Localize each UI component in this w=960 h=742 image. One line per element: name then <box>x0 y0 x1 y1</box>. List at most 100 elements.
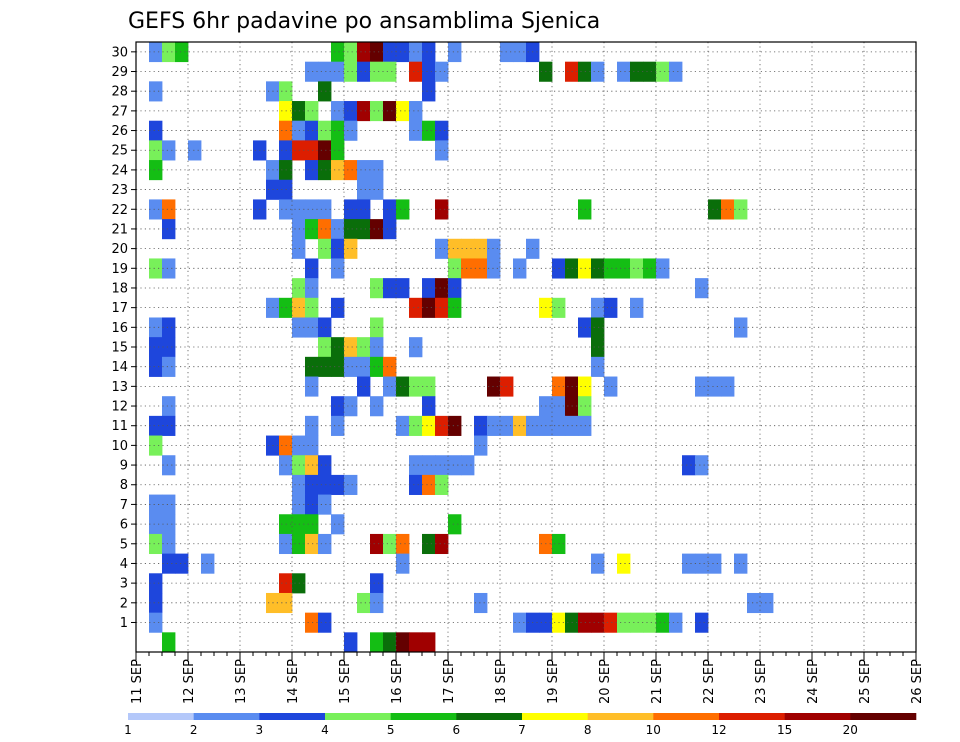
precip-cell <box>409 61 423 82</box>
precip-cell <box>149 81 163 102</box>
precip-cell <box>149 533 163 555</box>
precip-cell <box>344 219 358 240</box>
precip-cell <box>344 42 358 63</box>
precip-cell <box>448 297 462 318</box>
precip-cell <box>305 160 319 181</box>
precip-cell <box>318 120 332 141</box>
y-tick-label: 5 <box>120 537 128 552</box>
precip-cell <box>331 514 345 535</box>
precip-cell <box>630 297 644 318</box>
precip-cell <box>591 337 605 358</box>
x-tick-label: 12 SEP <box>182 659 197 704</box>
precip-cell <box>305 199 319 220</box>
precip-cell <box>149 317 163 338</box>
precip-cell <box>357 101 371 122</box>
precip-cell <box>435 533 449 555</box>
precip-cell <box>331 61 345 82</box>
precip-cell <box>591 317 605 338</box>
precip-cell <box>604 376 618 397</box>
precip-cell <box>695 612 709 633</box>
precip-cell <box>721 376 735 397</box>
precip-cell <box>461 238 475 259</box>
precip-cell <box>370 533 384 555</box>
grid-lines <box>136 42 916 652</box>
y-tick-label: 8 <box>120 478 128 493</box>
precip-cell <box>149 592 163 614</box>
x-tick-label: 16 SEP <box>390 659 405 704</box>
precip-cell <box>149 612 163 633</box>
y-tick-label: 22 <box>111 203 128 218</box>
precip-cell <box>292 199 306 220</box>
precip-cell <box>409 297 423 318</box>
precip-cell <box>383 533 397 555</box>
precip-cell <box>305 317 319 338</box>
precip-cell <box>370 396 384 417</box>
precip-cell <box>331 219 345 240</box>
precip-cell <box>578 258 592 279</box>
precip-cell <box>318 455 332 476</box>
precip-cell <box>318 533 332 555</box>
y-tick-label: 11 <box>111 419 128 434</box>
precip-cell <box>487 376 501 397</box>
precip-cell <box>305 278 319 299</box>
colorbar-swatch <box>850 713 917 720</box>
colorbar-swatch <box>259 713 326 720</box>
precip-cell <box>331 101 345 122</box>
colorbar-swatch <box>653 713 720 720</box>
precip-cell <box>162 553 176 574</box>
colorbar: 1 2 3 4 5 6 7 8 10 12 15 20 <box>124 713 917 737</box>
precip-cell <box>292 101 306 122</box>
precipitation-cells <box>149 42 774 653</box>
precip-cell <box>578 415 592 436</box>
precip-cell <box>149 435 163 456</box>
precip-cell <box>461 258 475 279</box>
y-tick-label: 26 <box>111 124 128 139</box>
colorbar-swatch <box>719 713 785 720</box>
precip-cell <box>292 297 306 318</box>
precip-cell <box>292 514 306 535</box>
precip-cell <box>331 160 345 181</box>
x-tick-label: 20 SEP <box>598 659 613 704</box>
precip-cell <box>305 612 319 633</box>
precip-cell <box>435 238 449 259</box>
precip-cell <box>695 553 709 574</box>
colorbar-swatch <box>522 713 588 720</box>
precip-cell <box>396 632 410 653</box>
precip-cell <box>474 415 488 436</box>
precip-cell <box>422 376 436 397</box>
precip-cell <box>578 612 592 633</box>
x-axis: 11 SEP 12 SEP 13 SEP 14 SEP 15 SEP 16 SEP 17 S… <box>130 652 925 704</box>
precip-cell <box>487 258 501 279</box>
precip-cell <box>370 179 384 200</box>
precip-cell <box>331 140 345 161</box>
precip-cell <box>656 612 670 633</box>
precip-cell <box>383 356 397 377</box>
x-tick-label: 15 SEP <box>338 659 353 704</box>
x-tick-label: 13 SEP <box>234 659 249 704</box>
precip-cell <box>604 258 618 279</box>
colorbar-label: 3 <box>255 723 263 737</box>
precip-cell <box>695 278 709 299</box>
y-axis: 1234567891011121314151617181920212223242… <box>111 45 136 631</box>
precip-cell <box>344 160 358 181</box>
precip-cell <box>370 317 384 338</box>
precip-cell <box>162 396 176 417</box>
precip-cell <box>149 199 163 220</box>
precip-cell <box>162 258 176 279</box>
precip-cell <box>149 573 163 594</box>
x-tick-label: 18 SEP <box>494 659 509 704</box>
precip-cell <box>162 199 176 220</box>
precip-cell <box>331 120 345 141</box>
precip-cell <box>162 632 176 653</box>
y-tick-label: 30 <box>111 45 128 60</box>
precip-cell <box>149 42 163 63</box>
precip-cell <box>370 592 384 614</box>
y-tick-label: 20 <box>111 242 128 257</box>
precip-cell <box>344 337 358 358</box>
precip-cell <box>760 592 774 614</box>
precip-cell <box>292 533 306 555</box>
precip-cell <box>422 533 436 555</box>
precip-cell <box>656 61 670 82</box>
precip-cell <box>344 396 358 417</box>
